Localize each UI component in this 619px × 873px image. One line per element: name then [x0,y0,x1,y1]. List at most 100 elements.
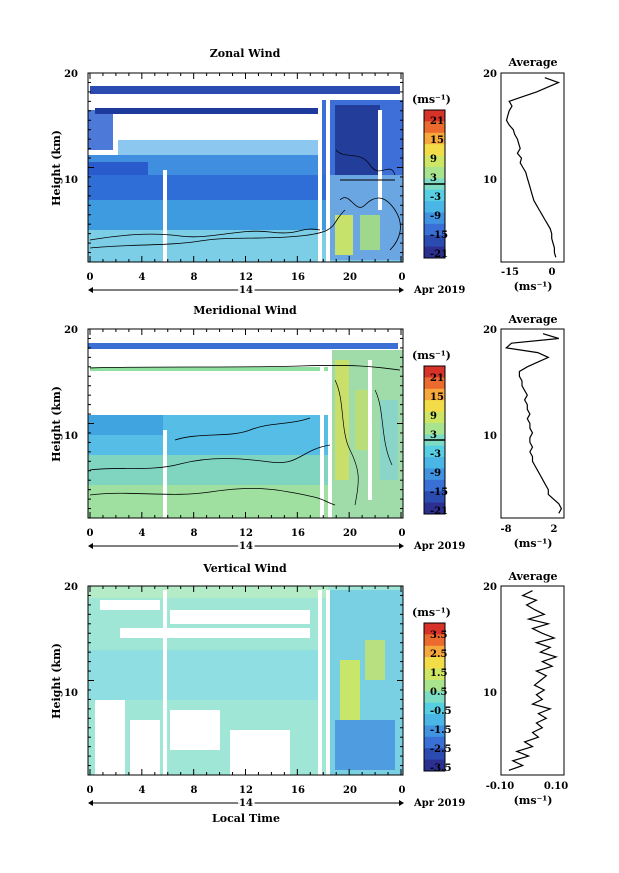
meridional-wind-average-ytick-10: 10 [483,431,497,442]
zonal-wind-average-profile [505,77,561,258]
colorbar-swatch [424,725,445,738]
colorbar-swatch [424,422,445,435]
meridional-wind-ylabel: Height (km) [50,386,63,462]
meridional-wind-ytick-20: 20 [64,325,78,336]
colorbar-swatch [424,246,445,259]
vertical-wind-colorbar [423,622,446,772]
meridional-wind-cb-tick: 9 [430,411,437,422]
vertical-wind-xtick: 20 [343,785,357,796]
meridional-wind-cb-tick: 21 [430,373,444,384]
vertical-wind-xtick: 16 [291,785,305,796]
zonal-wind-xtick-0: 0 [87,272,94,283]
colorbar-swatch [424,714,445,726]
vertical-wind-heatmap [88,586,403,775]
meridional-wind-colorbar-unit: (ms⁻¹) [412,349,451,362]
vertical-wind-xtick: 0 [87,785,94,796]
meridional-wind-average-frame [500,328,565,519]
colorbar-swatch [424,668,445,681]
meridional-wind-cb-tick: -9 [430,468,441,479]
vertical-wind-average-xtick: -0.10 [486,781,515,792]
vertical-wind-average-profile [508,590,559,771]
zonal-wind-xtick-8: 8 [191,272,198,283]
zonal-wind-date: 14 [239,285,253,296]
meridional-wind-date: 14 [239,541,253,552]
colorbar-frame [423,622,446,772]
zonal-wind-panel: Zonal Wind [50,47,565,298]
colorbar-swatch [424,502,445,515]
meridional-wind-xtick: 4 [139,528,146,539]
vertical-wind-cb-tick: -1.5 [430,725,452,736]
zonal-wind-cb-tick: 3 [430,173,437,184]
colorbar-swatch [424,212,445,225]
colorbar-swatch [424,155,445,168]
colorbar-swatch [424,223,445,236]
zonal-wind-cb-tick: -21 [430,249,448,260]
meridional-wind-colorbar [423,365,446,515]
meridional-wind-xtick: 0 [399,528,406,539]
colorbar-swatch [424,388,445,401]
zonal-wind-date-suffix: Apr 2019 [413,285,465,296]
vertical-wind-xtick: 4 [139,785,146,796]
meridional-wind-average-profile [504,333,563,514]
vertical-wind-ytick-10: 10 [64,688,78,699]
vertical-wind-cb-tick: 1.5 [430,668,447,679]
vertical-wind-average-xlabel: (ms⁻¹) [514,794,553,807]
vertical-wind-average-title: Average [507,570,557,583]
vertical-wind-average-xtick: 0.10 [544,781,568,792]
meridional-wind-heatmap [88,329,403,518]
colorbar-swatch [424,634,445,647]
colorbar-swatch [424,201,445,213]
zonal-wind-colorbar [423,109,446,259]
colorbar-swatch [424,457,445,469]
colorbar-swatch [424,759,445,772]
meridional-wind-title: Meridional Wind [193,304,297,317]
zonal-wind-average-title: Average [507,56,557,69]
colorbar-swatch [424,366,445,378]
colorbar-swatch [424,411,445,424]
zonal-wind-cb-tick: 15 [430,135,444,146]
meridional-wind-cb-tick: -3 [430,449,441,460]
vertical-wind-cb-tick: -3.5 [430,763,452,774]
zonal-wind-minor-ticks [88,72,403,263]
meridional-wind-panel: Meridional Wind 20 [50,304,565,554]
zonal-wind-colorbar-unit: (ms⁻¹) [412,93,451,106]
vertical-wind-xtick: 12 [239,785,253,796]
zonal-wind-xtick-0-end: 0 [399,272,406,283]
zonal-wind-ytick-10: 10 [64,175,78,186]
zonal-wind-xtick-4: 4 [139,272,146,283]
vertical-wind-average-frame [500,585,565,776]
colorbar-swatch [424,445,445,458]
colorbar-swatch [424,691,445,704]
vertical-wind-xtick: 8 [191,785,198,796]
zonal-wind-cb-tick: -3 [430,192,441,203]
meridional-wind-cb-tick: 3 [430,430,437,441]
vertical-wind-colorbar-unit: (ms⁻¹) [412,606,451,619]
vertical-wind-date: 14 [239,798,253,809]
meridional-wind-average-xtick: -8 [500,524,511,535]
colorbar-swatch [424,189,445,202]
zonal-wind-ytick-20: 20 [64,69,78,80]
vertical-wind-panel: Vertical Wind 20 10 Height (km) 0 4 8 [50,562,568,825]
vertical-wind-date-suffix: Apr 2019 [413,798,465,809]
vertical-wind-ytick-20: 20 [64,582,78,593]
zonal-wind-average-xtick: 0 [549,267,556,278]
zonal-wind-xtick-20: 20 [343,272,357,283]
colorbar-swatch [424,377,445,390]
zonal-wind-average-ytick-10: 10 [483,175,497,186]
zonal-wind-ylabel: Height (km) [50,130,63,206]
colorbar-swatch [424,679,445,692]
vertical-wind-cb-tick: -2.5 [430,744,452,755]
meridional-wind-cb-tick: 15 [430,392,444,403]
colorbar-swatch [424,144,445,157]
meridional-wind-ytick-10: 10 [64,431,78,442]
meridional-wind-xtick: 12 [239,528,253,539]
meridional-wind-cb-tick: -21 [430,506,448,517]
vertical-wind-minor-ticks [88,585,403,776]
vertical-wind-average-ytick-20: 20 [483,582,497,593]
zonal-wind-average-xlabel: (ms⁻¹) [514,280,553,293]
meridional-wind-average-xlabel: (ms⁻¹) [514,537,553,550]
colorbar-swatch [424,623,445,635]
colorbar-swatch [424,736,445,749]
zonal-wind-cb-tick: -9 [430,211,441,222]
